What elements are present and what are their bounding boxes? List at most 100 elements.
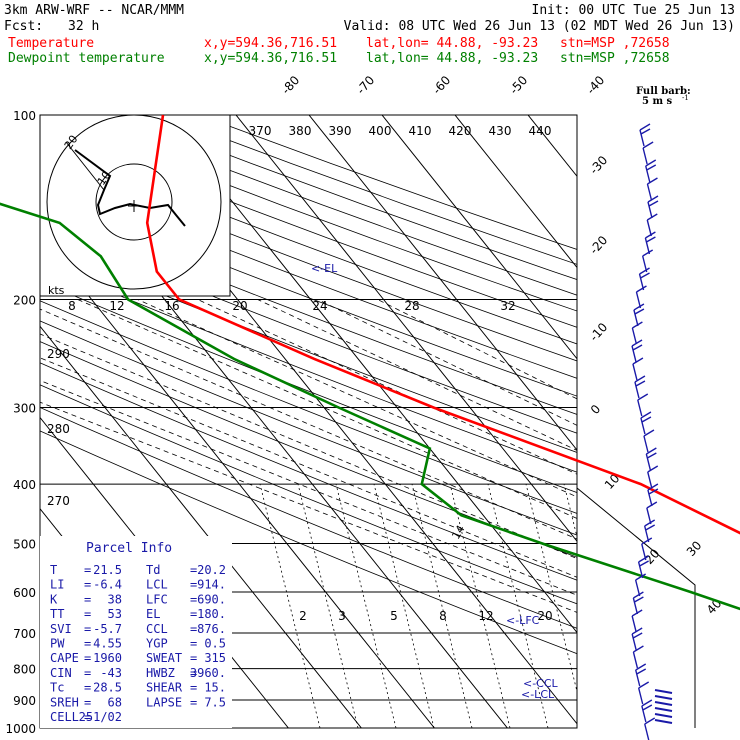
parcel-info-cell: -6.4 [93, 578, 122, 592]
wind-barb-staff [643, 435, 649, 453]
wind-barb-low [654, 713, 673, 718]
wind-barb-flag [633, 591, 644, 599]
wind-barb-staff [631, 615, 637, 633]
dry-adiabat [40, 261, 577, 473]
parcel-info-cell: = [84, 695, 91, 709]
parcel-info-cell: 53 [108, 607, 122, 621]
parcel-info-cell: Td [146, 563, 160, 577]
mixing-ratio-label: 24 [312, 299, 327, 313]
sounding-profiles [0, 114, 740, 611]
parcel-info-cell: LFC [146, 592, 168, 606]
parcel-info-cell: SVI [50, 622, 72, 636]
mixing-ratio-label: 8 [439, 609, 447, 623]
wind-barb-flag [633, 303, 645, 311]
wind-barb-flag [646, 164, 657, 171]
wind-barb-flag [631, 339, 643, 347]
wind-barb-flag [647, 483, 659, 491]
legend-temperature-stn: stn=MSP ,72658 [560, 36, 670, 51]
wind-barb-flag [645, 159, 657, 167]
pressure-tick-label: 500 [13, 537, 36, 551]
parcel-info-cell: PW [50, 637, 65, 651]
wind-barb-flag [646, 501, 658, 509]
dewpoint-temperature-profile [0, 202, 740, 611]
mixing-ratio-label: 3 [338, 609, 346, 623]
wind-barb-low [654, 719, 673, 724]
wind-barb-staff [646, 507, 652, 525]
valid-time: Valid: 08 UTC Wed 26 Jun 13 (02 MDT Wed … [344, 19, 735, 34]
wind-barb-flag [641, 416, 652, 423]
wind-barb-staff [635, 669, 641, 687]
isotherm-label: 0 [588, 402, 604, 417]
parcel-info-cell: 68 [108, 695, 122, 709]
parcel-info-cell: 21.5 [93, 563, 122, 577]
mixing-ratio-line [373, 483, 435, 728]
isotherm [527, 115, 577, 178]
legend-dewpoint-stn: stn=MSP ,72658 [560, 51, 670, 66]
moist-adiabat-label: 14 [449, 523, 467, 542]
isotherm [235, 115, 577, 543]
hodograph-ring-20 [46, 114, 222, 290]
wind-barb-flag [637, 393, 649, 401]
lcl-label: <-LCL [521, 688, 555, 701]
parcel-info-cell: = [190, 651, 197, 665]
wind-barb-low [654, 707, 673, 712]
wind-barb-flag [647, 177, 658, 185]
pressure-tick-label: 200 [13, 294, 36, 308]
wind-barb-staff [644, 525, 650, 543]
wind-barb-staff [634, 579, 641, 597]
wind-barb-flag [636, 285, 647, 293]
parcel-info-cell: SREH [50, 695, 79, 709]
wind-barb-flag [640, 411, 652, 419]
parcel-info-cell: 20.2 [197, 563, 226, 577]
wind-barb-staff [641, 705, 647, 723]
wind-barb-staff [634, 381, 640, 399]
mixing-ratio-line [487, 483, 549, 728]
wind-barb-staff [645, 165, 651, 183]
moist-adiabat [40, 380, 577, 596]
skewed-frame-edge [576, 487, 696, 728]
pressure-tick-label: 900 [13, 694, 36, 708]
legend-temperature-xy: x,y=594.36,716.51 [204, 36, 337, 51]
wind-barb-flag [647, 465, 659, 473]
dry-adiabat [40, 225, 577, 434]
pressure-tick-label: 400 [13, 478, 36, 492]
parcel-info-cell: HWBZ [146, 666, 175, 680]
ccl-label: <-CCL [523, 677, 559, 690]
parcel-info-cell: 876. [197, 622, 226, 636]
wind-barb-staff [646, 183, 653, 201]
isotherm [601, 115, 740, 728]
wind-barb-flag [641, 699, 653, 707]
wind-barb-flag [646, 236, 656, 243]
wind-barb-flag [636, 668, 647, 675]
moist-adiabat [40, 401, 577, 613]
parcel-info-cell: 38 [108, 592, 122, 606]
parcel-info-cell: = [190, 578, 197, 592]
parcel-info-cell: 28.5 [93, 681, 122, 695]
wind-barb-flag [638, 681, 650, 689]
moist-adiabat [377, 299, 577, 400]
isotherm-label: -70 [354, 73, 378, 97]
moist-adiabat [137, 299, 577, 498]
wind-barb-flag [644, 717, 656, 725]
parcel-info-box [40, 536, 232, 728]
moist-adiabat [40, 333, 577, 560]
el-label: <-EL [311, 262, 338, 275]
parcel-info-cell: = [190, 666, 197, 680]
mixing-ratio-line [411, 483, 473, 728]
parcel-info-cell: = [190, 607, 197, 621]
wind-barb-low [654, 695, 673, 700]
isotherm [674, 115, 740, 728]
parcel-info-cell: = [84, 563, 91, 577]
mixing-ratio-label: 20 [537, 609, 552, 623]
wind-barb-flag [634, 375, 646, 383]
pressure-tick-label: 800 [13, 663, 36, 677]
wind-barb-staff [640, 417, 646, 435]
dry-adiabat [40, 157, 577, 362]
mixing-ratio-line [449, 483, 511, 728]
wind-barb-flag [645, 524, 656, 531]
dry-adiabat [40, 407, 577, 629]
mixing-ratio-label: 2 [299, 609, 307, 623]
parcel-info-cell: CCL [146, 622, 168, 636]
theta-label: 380 [289, 124, 312, 138]
wind-barb-staff [637, 399, 643, 417]
